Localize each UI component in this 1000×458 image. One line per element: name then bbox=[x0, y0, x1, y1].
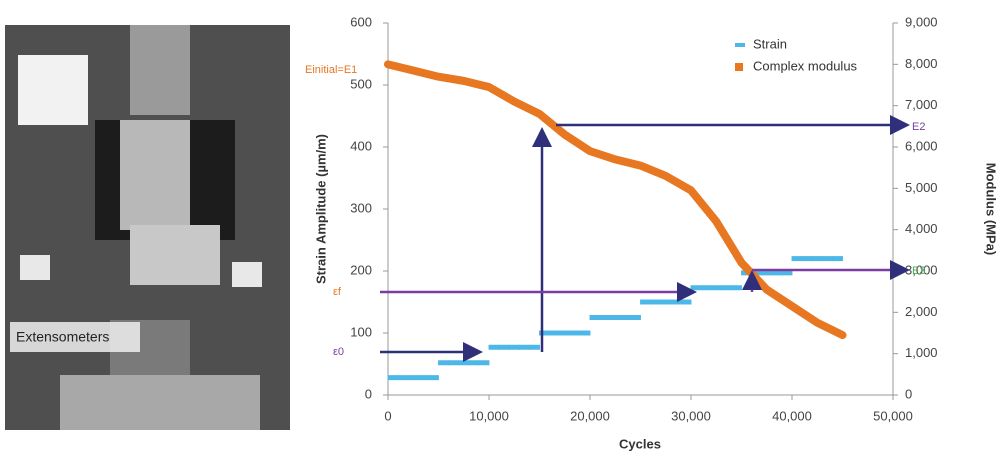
y-tick-label: 200 bbox=[350, 262, 372, 277]
y-tick-label: 400 bbox=[350, 138, 372, 153]
photo: Extensometers bbox=[5, 25, 290, 430]
strain-point bbox=[539, 330, 551, 336]
x-tick-label: 40,000 bbox=[772, 408, 812, 423]
strain-point bbox=[448, 360, 460, 366]
annotation: εf bbox=[333, 286, 342, 298]
strain-point bbox=[599, 315, 611, 320]
strain-point bbox=[801, 256, 813, 262]
strain-point bbox=[761, 270, 773, 276]
y-axis-label: Strain Amplitude (µm/m) bbox=[313, 134, 328, 284]
strain-point bbox=[407, 375, 419, 381]
y2-tick-label: 2,000 bbox=[905, 304, 938, 319]
y2-tick-label: 0 bbox=[905, 386, 912, 401]
strain-point bbox=[710, 285, 722, 291]
y2-tick-label: 1,000 bbox=[905, 345, 938, 360]
y-tick-label: 500 bbox=[350, 76, 372, 91]
strain-point bbox=[821, 256, 833, 262]
strain-point bbox=[771, 270, 783, 276]
strain-point bbox=[427, 375, 439, 381]
y-tick-label: 0 bbox=[365, 386, 372, 401]
strain-point bbox=[670, 299, 682, 305]
strain-point bbox=[650, 299, 662, 305]
strain-point bbox=[791, 256, 803, 262]
strain-point bbox=[700, 285, 712, 291]
strain-point bbox=[781, 270, 793, 276]
strain-point bbox=[458, 360, 470, 366]
legend-label: Strain bbox=[753, 36, 787, 51]
legend-swatch bbox=[735, 43, 745, 47]
annotation: Einitial=E1 bbox=[305, 64, 357, 76]
y2-tick-label: 7,000 bbox=[905, 97, 938, 112]
strain-point bbox=[417, 375, 429, 381]
strain-point bbox=[488, 344, 500, 350]
strain-point bbox=[478, 360, 490, 366]
strain-point bbox=[720, 285, 732, 291]
strain-point bbox=[640, 299, 652, 305]
strain-point bbox=[811, 256, 823, 262]
x-tick-label: 0 bbox=[384, 408, 391, 423]
strain-point bbox=[508, 344, 520, 350]
strain-point bbox=[468, 360, 480, 366]
strain-point bbox=[619, 315, 631, 320]
strain-point bbox=[498, 344, 510, 350]
strain-point bbox=[831, 256, 843, 262]
x-tick-label: 50,000 bbox=[873, 408, 913, 423]
strain-point bbox=[660, 299, 672, 305]
y2-axis-label: Modulus (MPa) bbox=[984, 163, 999, 255]
annotation: E3 bbox=[912, 265, 925, 277]
strain-point bbox=[569, 330, 581, 336]
y2-tick-label: 9,000 bbox=[905, 14, 938, 29]
legend-swatch bbox=[735, 63, 743, 71]
x-tick-label: 10,000 bbox=[469, 408, 509, 423]
annotation: ε0 bbox=[333, 346, 344, 358]
y2-tick-label: 8,000 bbox=[905, 56, 938, 71]
strain-point bbox=[518, 344, 530, 350]
strain-point bbox=[528, 344, 540, 350]
strain-point bbox=[609, 315, 621, 320]
y2-tick-label: 5,000 bbox=[905, 180, 938, 195]
strain-point bbox=[579, 330, 591, 336]
modulus-band bbox=[384, 60, 847, 340]
y-tick-label: 100 bbox=[350, 324, 372, 339]
annotation: E2 bbox=[912, 121, 925, 133]
strain-point bbox=[387, 375, 399, 381]
strain-point bbox=[730, 285, 742, 291]
strain-point bbox=[589, 315, 601, 320]
y2-tick-label: 6,000 bbox=[905, 138, 938, 153]
x-tick-label: 30,000 bbox=[671, 408, 711, 423]
strain-point bbox=[559, 330, 571, 336]
y-tick-label: 300 bbox=[350, 200, 372, 215]
strain-point bbox=[549, 330, 561, 336]
strain-point bbox=[438, 360, 450, 366]
strain-point bbox=[690, 285, 702, 291]
x-axis-label: Cycles bbox=[619, 436, 661, 451]
strain-point bbox=[629, 315, 641, 320]
x-tick-label: 20,000 bbox=[570, 408, 610, 423]
strain-point bbox=[680, 299, 692, 305]
y-tick-label: 600 bbox=[350, 14, 372, 29]
photo-label: Extensometers bbox=[16, 329, 109, 345]
y2-tick-label: 4,000 bbox=[905, 221, 938, 236]
strain-point bbox=[397, 375, 409, 381]
legend-label: Complex modulus bbox=[753, 58, 858, 73]
y2-tick-label: 3,000 bbox=[905, 262, 938, 277]
